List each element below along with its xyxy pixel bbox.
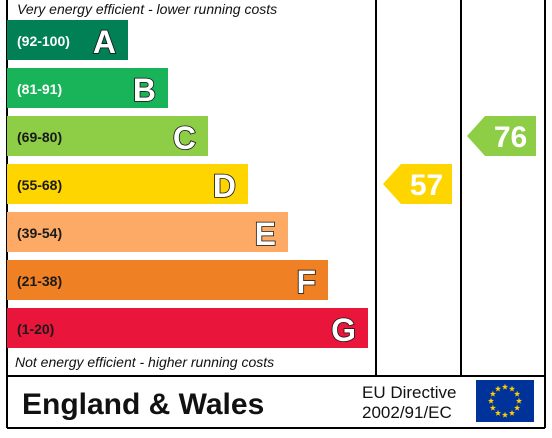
band-a: (92-100) A xyxy=(7,20,128,61)
eu-star-icon xyxy=(501,383,509,390)
band-range-label: (81-91) xyxy=(17,81,62,97)
potential-rating-arrow: 76 xyxy=(467,116,536,156)
directive-line-2: 2002/91/EC xyxy=(362,403,452,422)
eu-star-icon xyxy=(508,385,516,392)
band-range-label: (1-20) xyxy=(17,321,54,337)
band-bar xyxy=(7,20,128,60)
band-e: (39-54) E xyxy=(7,212,288,253)
band-range-label: (92-100) xyxy=(17,33,70,49)
eu-flag-icon xyxy=(476,380,534,422)
band-d: (55-68) D xyxy=(7,164,248,205)
footer-title: England & Wales xyxy=(22,388,264,421)
band-f: (21-38) F xyxy=(7,260,328,301)
band-letter: B xyxy=(133,72,156,108)
eu-star-icon xyxy=(494,409,502,416)
band-range-label: (39-54) xyxy=(17,225,62,241)
eu-star-icon xyxy=(515,397,523,404)
current-rating-arrow-value: 57 xyxy=(410,169,443,202)
current-rating-arrow-shape xyxy=(383,164,452,204)
directive-line-1: EU Directive xyxy=(362,383,456,402)
band-letter: D xyxy=(213,168,236,204)
band-letter: F xyxy=(296,264,316,300)
band-range-label: (55-68) xyxy=(17,177,62,193)
current-rating-arrow: 57 xyxy=(383,164,452,204)
band-g: (1-20) G xyxy=(7,308,368,349)
eu-star-icon xyxy=(489,404,496,411)
band-bar xyxy=(7,212,288,252)
eu-star-icon xyxy=(487,397,495,404)
band-letter: E xyxy=(255,216,276,252)
potential-rating-arrow-value: 76 xyxy=(494,121,527,154)
band-bar xyxy=(7,164,248,204)
eu-star-icon xyxy=(508,409,516,416)
chart-frame xyxy=(6,0,546,429)
band-c: (69-80) C xyxy=(7,116,208,157)
band-letter: A xyxy=(93,24,116,60)
eu-star-icon xyxy=(489,390,496,397)
band-letter: G xyxy=(331,312,356,348)
band-bar xyxy=(7,260,328,300)
potential-rating-arrow-shape xyxy=(467,116,536,156)
eu-star-icon xyxy=(501,411,509,418)
bottom-caption: Not energy efficient - higher running co… xyxy=(15,354,274,370)
band-bar xyxy=(7,68,168,108)
rating-arrows: 57 76 xyxy=(383,116,536,204)
band-range-label: (69-80) xyxy=(17,129,62,145)
band-range-label: (21-38) xyxy=(17,273,62,289)
top-caption: Very energy efficient - lower running co… xyxy=(17,1,277,17)
rating-bands: (92-100) A (81-91) B (69-80) C (55-68) D (39-54)… xyxy=(7,20,368,349)
band-letter: C xyxy=(173,120,196,156)
eu-star-icon xyxy=(494,385,502,392)
band-bar xyxy=(7,308,368,348)
eu-star-icon xyxy=(514,404,521,411)
eu-star-icon xyxy=(514,390,521,397)
band-b: (81-91) B xyxy=(7,68,168,109)
band-bar xyxy=(7,116,208,156)
